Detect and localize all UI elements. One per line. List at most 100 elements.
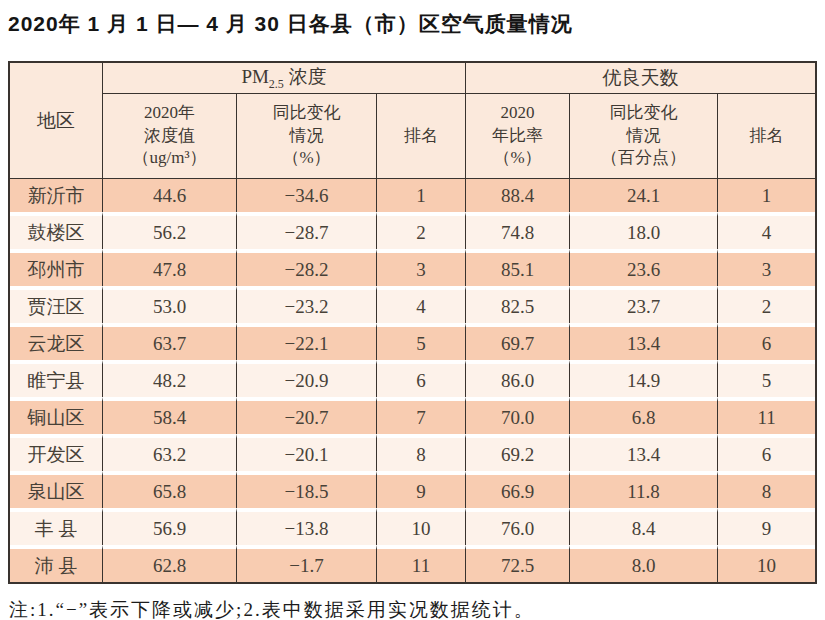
pm-value-cell: 63.7 (103, 323, 237, 360)
pm-value-cell: 48.2 (103, 360, 237, 397)
pm-value-cell: 53.0 (103, 286, 237, 323)
table-row: 泉山区65.8−18.5966.911.88 (10, 471, 815, 508)
table-row: 睢宁县48.2−20.9686.014.95 (10, 360, 815, 397)
region-cell: 新沂市 (10, 179, 103, 212)
pm-rank-cell: 8 (377, 434, 466, 471)
air-quality-table: 地区 PM2.5 浓度 优良天数 2020年 浓度值 （ug/m³） 同比变化 … (8, 61, 817, 584)
pm-value-cell: 65.8 (103, 471, 237, 508)
pm-change-cell: −34.6 (237, 179, 377, 212)
pm-value-cell: 63.2 (103, 434, 237, 471)
good-change-cell: 23.6 (570, 249, 718, 286)
good-rate-cell: 86.0 (466, 360, 570, 397)
good-change-cell: 14.9 (570, 360, 718, 397)
good-rate-cell: 72.5 (466, 545, 570, 582)
pm-change-cell: −1.7 (237, 545, 377, 582)
table-row: 邳州市47.8−28.2385.123.63 (10, 249, 815, 286)
good-rank-cell: 1 (718, 179, 815, 212)
pm-rank-cell: 4 (377, 286, 466, 323)
good-change-cell: 13.4 (570, 434, 718, 471)
region-cell: 邳州市 (10, 249, 103, 286)
pm-value-cell: 44.6 (103, 179, 237, 212)
page: 2020年 1 月 1 日— 4 月 30 日各县（市）区空气质量情况 地区 P… (0, 0, 825, 620)
pm-change-cell: −22.1 (237, 323, 377, 360)
footnote: 注:1.“−”表示下降或减少;2.表中数据采用实况数据统计。 (9, 597, 817, 620)
good-rank-cell: 8 (718, 471, 815, 508)
pm-rank-cell: 6 (377, 360, 466, 397)
column-group-good-days: 优良天数 (466, 63, 815, 94)
good-change-cell: 11.8 (570, 471, 718, 508)
region-cell: 泉山区 (10, 471, 103, 508)
good-change-cell: 8.0 (570, 545, 718, 582)
table-row: 鼓楼区56.2−28.7274.818.04 (10, 212, 815, 249)
good-rate-cell: 76.0 (466, 508, 570, 545)
region-cell: 云龙区 (10, 323, 103, 360)
good-rank-cell: 4 (718, 212, 815, 249)
good-change-cell: 8.4 (570, 508, 718, 545)
pm-change-cell: −28.2 (237, 249, 377, 286)
good-rank-cell: 5 (718, 360, 815, 397)
good-rate-cell: 74.8 (466, 212, 570, 249)
table-body: 新沂市44.6−34.6188.424.11鼓楼区56.2−28.7274.81… (10, 179, 815, 582)
good-rate-cell: 66.9 (466, 471, 570, 508)
good-change-cell: 24.1 (570, 179, 718, 212)
table-row: 开发区63.2−20.1869.213.46 (10, 434, 815, 471)
table-row: 云龙区63.7−22.1569.713.46 (10, 323, 815, 360)
good-rank-cell: 10 (718, 545, 815, 582)
good-rank-cell: 9 (718, 508, 815, 545)
pm-value-cell: 56.2 (103, 212, 237, 249)
region-cell: 睢宁县 (10, 360, 103, 397)
table-row: 铜山区58.4−20.7770.06.811 (10, 397, 815, 434)
good-rank-cell: 2 (718, 286, 815, 323)
region-cell: 丰 县 (10, 508, 103, 545)
column-header-region: 地区 (10, 63, 103, 179)
pm-change-cell: −18.5 (237, 471, 377, 508)
good-change-cell: 18.0 (570, 212, 718, 249)
pm-change-cell: −20.1 (237, 434, 377, 471)
good-change-cell: 13.4 (570, 323, 718, 360)
sub-header-row: 2020年 浓度值 （ug/m³） 同比变化 情况 （%） 排名 2020 年比… (10, 94, 815, 179)
pm-value-cell: 56.9 (103, 508, 237, 545)
column-header-good-rank: 排名 (718, 94, 815, 179)
table-row: 新沂市44.6−34.6188.424.11 (10, 179, 815, 212)
column-header-pm-value: 2020年 浓度值 （ug/m³） (103, 94, 237, 179)
column-header-pm-change: 同比变化 情况 （%） (237, 94, 377, 179)
pm-value-cell: 62.8 (103, 545, 237, 582)
good-rate-cell: 70.0 (466, 397, 570, 434)
good-change-cell: 23.7 (570, 286, 718, 323)
good-rate-cell: 69.2 (466, 434, 570, 471)
page-title: 2020年 1 月 1 日— 4 月 30 日各县（市）区空气质量情况 (8, 10, 817, 38)
good-rank-cell: 6 (718, 434, 815, 471)
pm25-label-subscript: 2.5 (269, 77, 284, 91)
table-row: 沛 县62.8−1.71172.58.010 (10, 545, 815, 582)
pm-change-cell: −20.7 (237, 397, 377, 434)
pm-change-cell: −20.9 (237, 360, 377, 397)
column-header-good-rate: 2020 年比率 （%） (466, 94, 570, 179)
pm25-label-suffix: 浓度 (284, 66, 327, 87)
good-rank-cell: 3 (718, 249, 815, 286)
pm-rank-cell: 5 (377, 323, 466, 360)
pm-rank-cell: 7 (377, 397, 466, 434)
column-header-good-change: 同比变化 情况 （百分点） (570, 94, 718, 179)
column-header-pm-rank: 排名 (377, 94, 466, 179)
pm-rank-cell: 10 (377, 508, 466, 545)
pm-change-cell: −23.2 (237, 286, 377, 323)
good-change-cell: 6.8 (570, 397, 718, 434)
pm25-label-prefix: PM (241, 66, 268, 87)
region-cell: 鼓楼区 (10, 212, 103, 249)
good-rank-cell: 6 (718, 323, 815, 360)
pm-change-cell: −28.7 (237, 212, 377, 249)
column-group-pm25: PM2.5 浓度 (103, 63, 466, 94)
pm-change-cell: −13.8 (237, 508, 377, 545)
pm-rank-cell: 11 (377, 545, 466, 582)
pm-rank-cell: 9 (377, 471, 466, 508)
region-cell: 铜山区 (10, 397, 103, 434)
good-rate-cell: 85.1 (466, 249, 570, 286)
pm-rank-cell: 3 (377, 249, 466, 286)
pm-value-cell: 58.4 (103, 397, 237, 434)
group-header-row: 地区 PM2.5 浓度 优良天数 (10, 63, 815, 94)
good-rate-cell: 82.5 (466, 286, 570, 323)
table-header: 地区 PM2.5 浓度 优良天数 2020年 浓度值 （ug/m³） 同比变化 … (10, 63, 815, 179)
pm-rank-cell: 1 (377, 179, 466, 212)
region-cell: 开发区 (10, 434, 103, 471)
pm-rank-cell: 2 (377, 212, 466, 249)
